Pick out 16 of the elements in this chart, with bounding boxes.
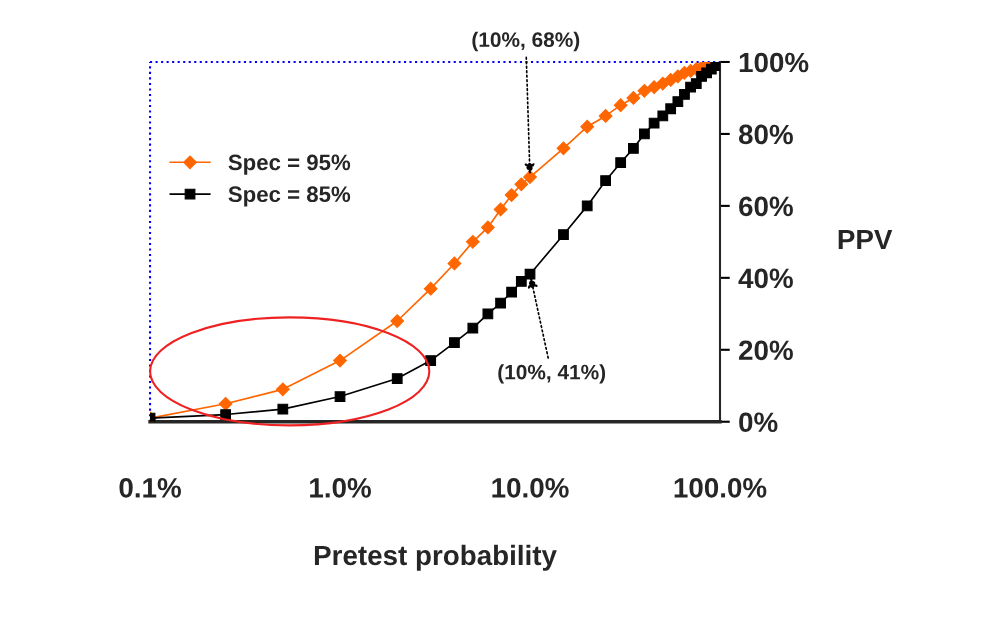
x-tick-label: 100.0%: [674, 478, 767, 498]
y-tick-label: 40%: [738, 268, 793, 289]
annotation: (10%, 41%): [498, 364, 606, 384]
x-axis-title: Pretest probability: [314, 544, 557, 571]
x-tick-label: 10.0%: [492, 478, 569, 498]
y-tick-label: 0%: [739, 412, 778, 433]
y-axis-title: PPV: [838, 229, 893, 250]
x-tick-label: 1.0%: [310, 478, 371, 498]
y-tick-label: 80%: [738, 124, 793, 145]
x-tick-label: 0.1%: [119, 478, 181, 498]
y-tick-label: 20%: [739, 340, 793, 361]
annotation: (10%, 68%): [472, 31, 580, 52]
y-tick-label: 60%: [739, 196, 793, 217]
y-tick-label: 100%: [739, 52, 809, 73]
legend-label: Spec = 85%: [228, 186, 351, 207]
legend-label: Spec = 95%: [228, 154, 351, 175]
